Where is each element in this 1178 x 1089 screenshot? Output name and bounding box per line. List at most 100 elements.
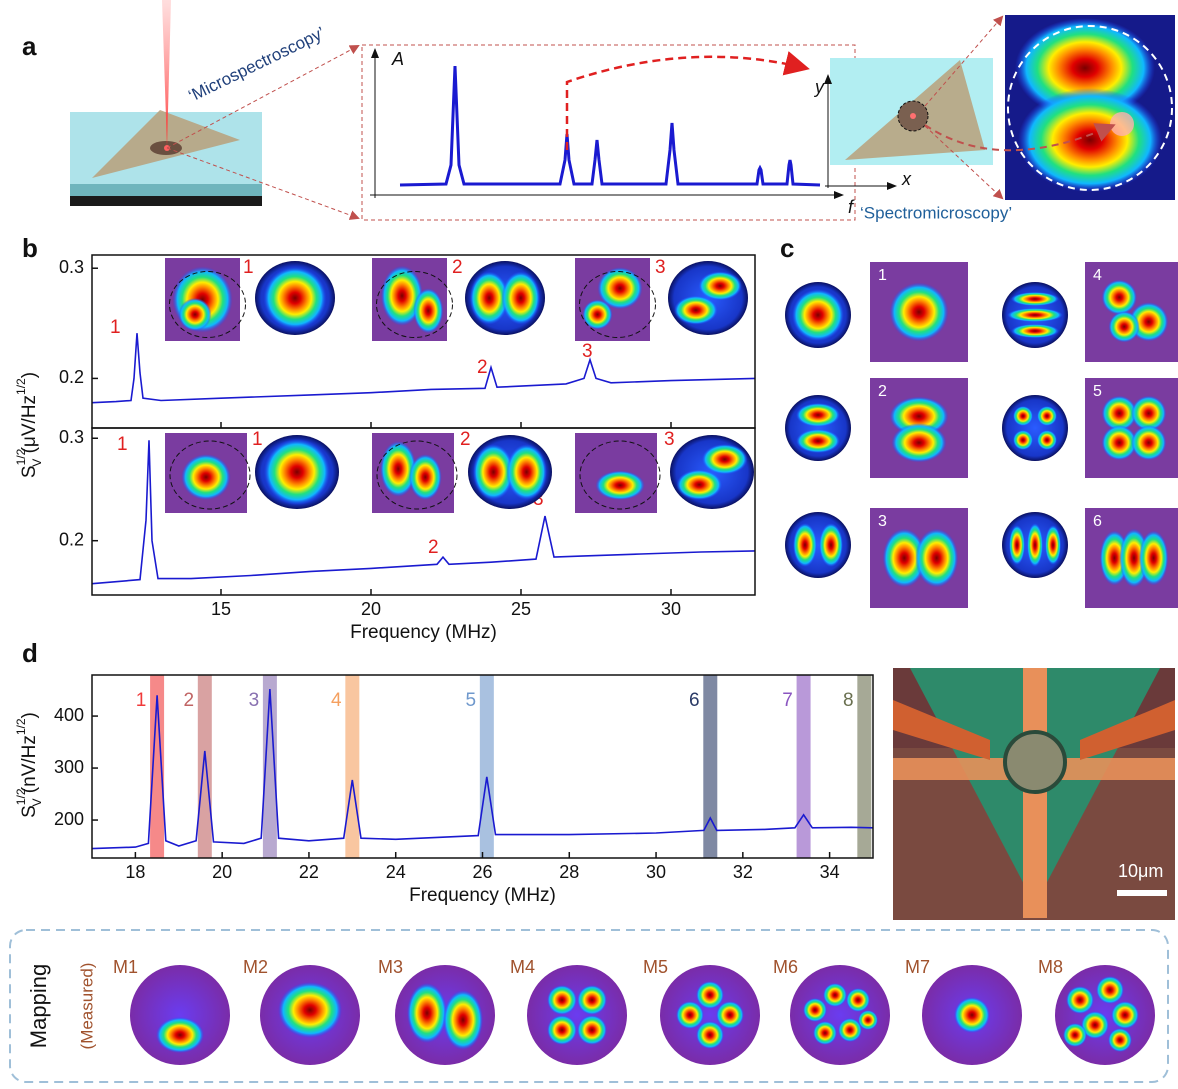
y-tick-label: 0.2 <box>59 367 84 387</box>
lobe <box>1037 430 1057 450</box>
lobe <box>381 265 423 326</box>
lobe <box>891 423 947 463</box>
x-tick-label: 24 <box>386 862 406 882</box>
mode-label: M8 <box>1038 957 1063 977</box>
mode-number: 1 <box>878 267 887 284</box>
mode-band <box>479 675 494 858</box>
connector <box>924 125 1004 200</box>
lobe <box>1007 308 1063 322</box>
y-tick-label: 0.3 <box>59 257 84 277</box>
mode-label: 4 <box>331 690 342 711</box>
measured-mode <box>1085 378 1178 478</box>
outline <box>169 440 251 510</box>
lobe <box>1131 425 1167 461</box>
scale-bar-label: 10μm <box>1118 861 1163 881</box>
mode-label: 1 <box>117 434 128 455</box>
lobe <box>676 469 723 500</box>
x-tick-label: 32 <box>733 862 753 882</box>
label-part: ) <box>19 712 40 718</box>
lobe <box>838 1018 862 1042</box>
lobe <box>701 444 748 475</box>
lobe <box>595 470 645 501</box>
lobe <box>278 982 342 1038</box>
spot <box>910 113 916 119</box>
device-illustration <box>70 0 262 206</box>
x-axis-label: Frequency (MHz) <box>409 885 556 906</box>
annotation: ‘Microspectroscopy’ <box>185 23 327 106</box>
lobe <box>1013 406 1033 426</box>
lobe <box>1131 395 1167 431</box>
measured-mode <box>527 965 627 1065</box>
label-part: S <box>19 805 40 818</box>
x-tick-label: 20 <box>212 862 232 882</box>
mode-label: M3 <box>378 957 403 977</box>
lobe <box>889 282 949 342</box>
x-tick-label: 22 <box>299 862 319 882</box>
mode-label: 3 <box>249 690 260 711</box>
lobe <box>846 988 870 1012</box>
lobe <box>796 429 840 453</box>
mode-band <box>262 675 277 858</box>
x-tick-label: 18 <box>125 862 145 882</box>
lobe <box>1045 525 1061 565</box>
label-part: (μV/Hz <box>19 395 40 459</box>
mode-label: 2 <box>477 357 488 378</box>
heatmap <box>1005 15 1175 200</box>
label-part: 1/2 <box>14 378 28 395</box>
lobe <box>1096 976 1124 1004</box>
lobe <box>1108 311 1140 343</box>
lobe <box>1011 292 1059 306</box>
mode-label: M2 <box>243 957 268 977</box>
lobe <box>819 523 843 567</box>
simulated-mode <box>1002 395 1068 461</box>
measured-mode <box>660 965 760 1065</box>
mode-band <box>345 675 360 858</box>
lobe <box>380 441 417 497</box>
label-part: S <box>19 465 40 478</box>
lobe <box>792 289 844 341</box>
measured-mode <box>790 965 890 1065</box>
x-tick-label: 30 <box>646 862 666 882</box>
mode-band <box>796 675 811 858</box>
lobe <box>1111 1001 1139 1029</box>
spectrum-line <box>91 333 756 404</box>
mode-label: 3 <box>582 341 593 362</box>
section-subtitle: (Measured) <box>77 963 96 1050</box>
mode-number: 4 <box>1093 267 1102 284</box>
lobe <box>1101 395 1137 431</box>
lobe <box>1027 523 1043 567</box>
y-axis-label: S1/2 V (nV/Hz1/2) <box>14 712 44 818</box>
y-tick-label: 300 <box>54 757 84 777</box>
x-axis-label: Frequency (MHz) <box>350 622 497 643</box>
panel-label: c <box>780 233 794 263</box>
mode-label: 2 <box>184 690 195 711</box>
mapping-box <box>9 929 1169 1083</box>
lobe <box>696 981 724 1009</box>
y-axis-label: S1/2 V (μV/Hz1/2) <box>14 372 44 478</box>
y-tick-label: 0.3 <box>59 427 84 447</box>
mode-label: M1 <box>113 957 138 977</box>
lobe <box>813 1021 837 1045</box>
lobe <box>1011 324 1059 338</box>
mode-label: 1 <box>252 429 263 450</box>
outline <box>579 271 656 338</box>
mode-label: 2 <box>452 257 463 278</box>
mode-label: 1 <box>136 690 147 711</box>
lobe <box>501 271 541 325</box>
mode-number: 3 <box>878 513 887 530</box>
simulated-mode <box>670 435 754 509</box>
mode-label: M6 <box>773 957 798 977</box>
lobe <box>1009 525 1025 565</box>
measured-mode <box>130 965 230 1065</box>
lobe <box>1063 1023 1087 1047</box>
micrograph <box>893 668 1175 920</box>
lobe <box>408 454 442 501</box>
lobe <box>793 523 817 567</box>
annotation: ‘Spectromicroscopy’ <box>860 203 1012 222</box>
connector <box>166 45 360 149</box>
lobe <box>577 985 607 1015</box>
lobe <box>582 299 613 330</box>
arrow <box>565 51 810 150</box>
mode-label: 3 <box>664 429 675 450</box>
